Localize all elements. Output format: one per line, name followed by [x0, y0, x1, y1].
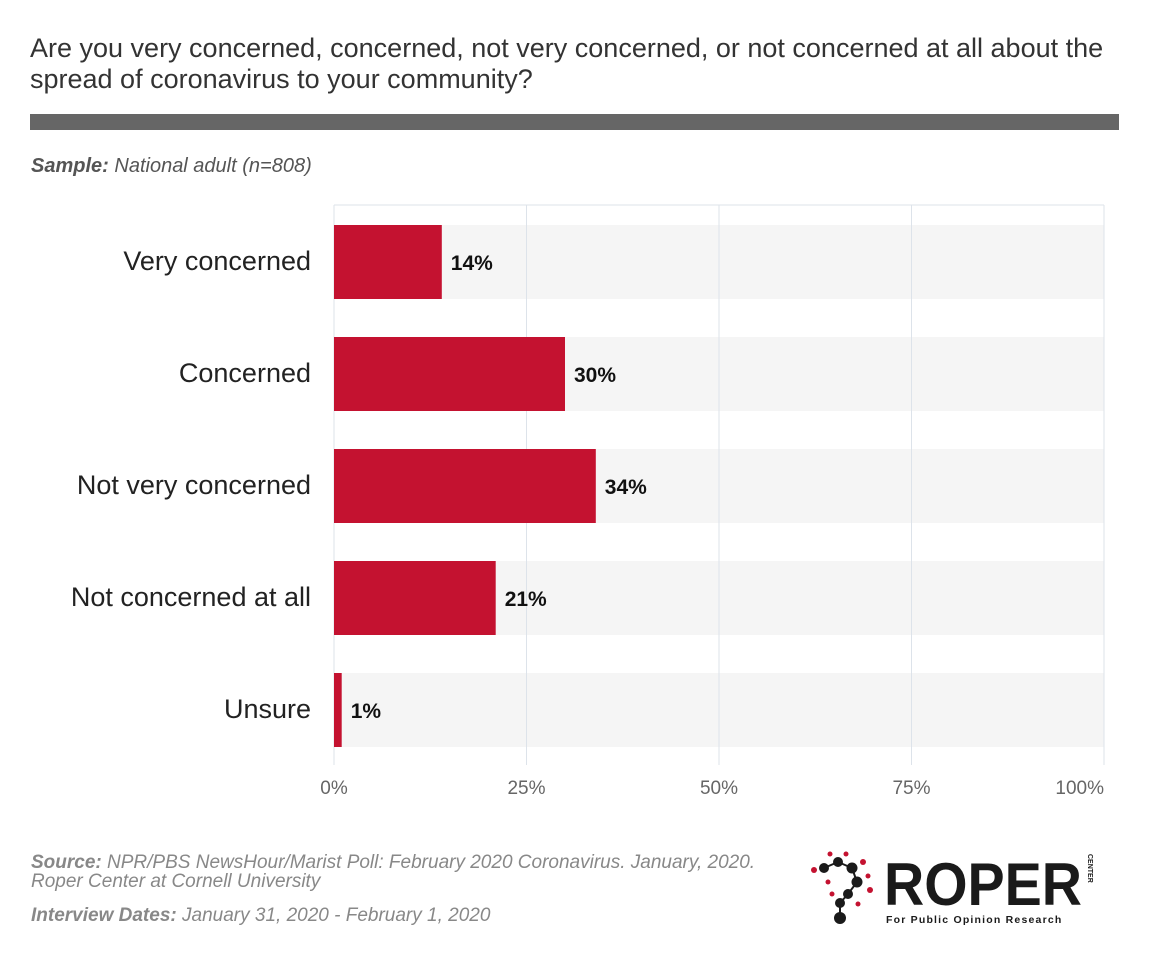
bar	[334, 337, 565, 411]
source-note: Source: NPR/PBS NewsHour/Marist Poll: Fe…	[31, 853, 801, 891]
roper-center-logo: ROPER CENTER For Public Opinion Research	[811, 851, 1093, 926]
title-divider	[30, 114, 1119, 130]
x-tick-label: 100%	[1055, 778, 1104, 799]
bar	[334, 561, 496, 635]
x-tick-label: 0%	[320, 778, 348, 799]
logo-tagline: For Public Opinion Research	[886, 914, 1063, 926]
category-label: Very concerned	[123, 246, 311, 276]
sample-note: Sample: National adult (n=808)	[31, 155, 312, 178]
bar-value-label: 14%	[451, 252, 493, 275]
dates-text: January 31, 2020 - February 1, 2020	[182, 905, 491, 926]
bar	[334, 449, 596, 523]
roper-molecule-question-icon	[811, 851, 873, 924]
category-label: Not very concerned	[77, 470, 311, 500]
sample-value: National adult (n=808)	[114, 155, 312, 177]
bar-value-label: 1%	[351, 700, 382, 723]
source-text: NPR/PBS NewsHour/Marist Poll: February 2…	[31, 852, 756, 892]
source-label: Source:	[31, 852, 102, 873]
chart-title: Are you very concerned, concerned, not v…	[30, 33, 1104, 94]
category-label: Concerned	[179, 358, 311, 388]
x-tick-label: 25%	[507, 778, 545, 799]
logo-wordmark: ROPER	[884, 851, 1082, 918]
sample-label: Sample:	[31, 155, 109, 177]
bar-chart: 14% Very concerned 30% Concerned 34% Not very…	[71, 204, 1105, 799]
bar	[334, 225, 442, 299]
logo-center-text: CENTER	[1086, 854, 1093, 883]
bar	[334, 673, 342, 747]
bar-value-label: 30%	[574, 364, 616, 387]
interview-dates: Interview Dates: January 31, 2020 - Febr…	[31, 906, 801, 925]
bar-value-label: 21%	[505, 588, 547, 611]
category-label: Not concerned at all	[71, 582, 311, 612]
dates-label: Interview Dates:	[31, 905, 177, 926]
x-tick-label: 50%	[700, 778, 738, 799]
bar-value-label: 34%	[605, 476, 647, 499]
x-tick-label: 75%	[892, 778, 930, 799]
category-label: Unsure	[224, 694, 311, 724]
